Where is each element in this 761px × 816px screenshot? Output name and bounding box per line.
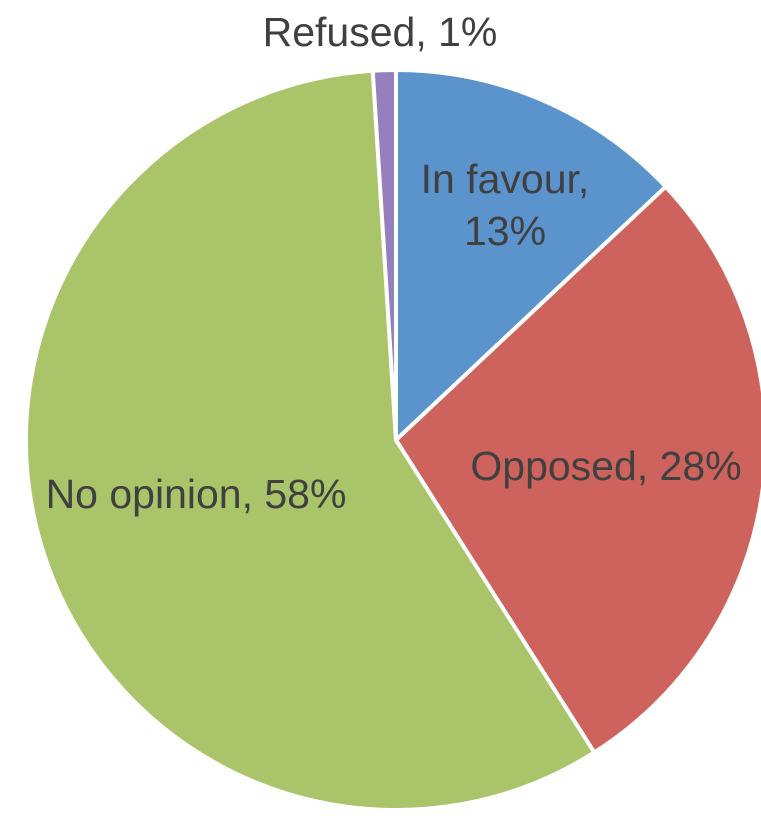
pie-slice-in-favour	[394, 68, 668, 442]
pie-label-line: 13%	[464, 208, 546, 254]
pie-labels: In favour, 13% Opposed, 28% No opinion, 58%…	[46, 9, 742, 517]
pie-label-line: No opinion, 58%	[46, 471, 347, 517]
pie-label-opposed: Opposed, 28%	[470, 443, 741, 489]
pie-label-no-opinion: No opinion, 58%	[46, 471, 347, 517]
pie-slice-no-opinion	[24, 68, 597, 812]
pie-label-in-favour: In favour, 13%	[421, 156, 590, 254]
pie-label-line: In favour,	[421, 156, 590, 202]
pie-label-refused: Refused, 1%	[263, 9, 498, 55]
pie-slice-opposed	[394, 184, 761, 755]
pie-label-line: Opposed, 28%	[470, 443, 741, 489]
pie-slice-refused	[370, 68, 398, 442]
pie-label-line: Refused, 1%	[263, 9, 498, 55]
pie-slices	[24, 68, 761, 812]
